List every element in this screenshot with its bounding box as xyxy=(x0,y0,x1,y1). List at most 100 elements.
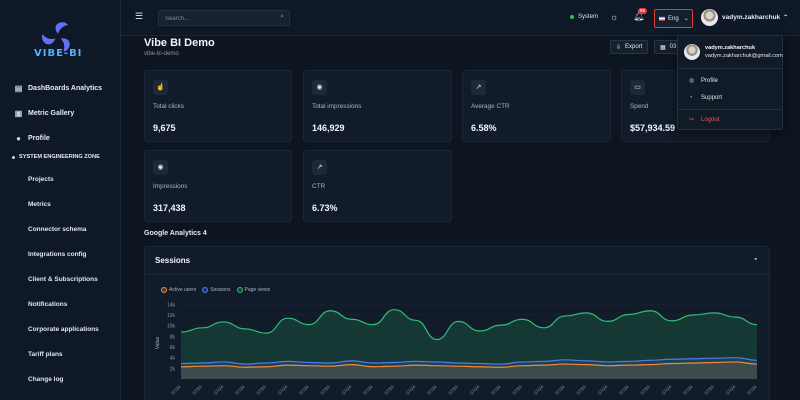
chart-legend: Active users Sessions Page views xyxy=(161,287,276,293)
logo-text: VIBE-BI xyxy=(34,48,83,59)
x-tick-label: 07/24 xyxy=(469,384,481,396)
sidebar-item-client-subscriptions[interactable]: Client & Subscriptions xyxy=(28,276,98,283)
series-line-active-users xyxy=(180,361,758,368)
x-tick-label: 07/24 xyxy=(704,384,716,396)
money-icon: ▭ xyxy=(630,80,645,95)
dropdown-item-profile[interactable]: ◍ Profile xyxy=(689,77,719,85)
chevron-up-icon: ⌃ xyxy=(783,15,789,21)
eye-icon: ◉ xyxy=(153,160,168,175)
sidebar-item-connector-schema[interactable]: Connector schema xyxy=(28,226,87,233)
pointer-icon: ☝ xyxy=(153,80,168,95)
x-tick-label: 07/24 xyxy=(512,384,524,396)
metric-card-total-impressions[interactable]: ◉ Total impressions 146,929 xyxy=(303,70,452,142)
sessions-chart-card: Sessions ▪ Active users Sessions Page vi… xyxy=(144,246,770,400)
dropdown-item-label: Profile xyxy=(701,77,719,84)
dropdown-item-support[interactable]: ◔ Support xyxy=(689,95,722,101)
user-icon: ◍ xyxy=(689,78,695,84)
x-tick-label: 07/24 xyxy=(426,384,438,396)
metric-card-ctr[interactable]: ↗ CTR 6.73% xyxy=(303,150,452,222)
download-icon: ⇩ xyxy=(616,44,622,51)
date-label: 03 xyxy=(669,44,677,50)
sidebar-item-dashboards[interactable]: ▤ DashBoards Analytics xyxy=(14,81,102,95)
x-tick-label: 07/24 xyxy=(448,384,460,396)
y-tick-label: 6k xyxy=(170,345,176,351)
metric-value: 6.58% xyxy=(471,123,497,133)
logout-icon: ↪ xyxy=(689,117,695,123)
chevron-down-icon: ⌄ xyxy=(683,16,689,22)
dropdown-item-label: Support xyxy=(701,95,723,101)
x-tick-label: 07/24 xyxy=(256,384,268,396)
search-icon[interactable]: ⌕ xyxy=(280,13,284,20)
legend-item-page-views[interactable]: Page views xyxy=(236,287,271,293)
legend-swatch xyxy=(161,287,167,293)
sidebar-item-label: Metric Gallery xyxy=(28,109,75,117)
user-menu-button[interactable]: vadym.zakharchuk ⌃ xyxy=(701,9,788,26)
menu-toggle-icon[interactable]: ☰ xyxy=(135,11,144,21)
eye-icon: ◉ xyxy=(312,80,327,95)
theme-toggle-icon[interactable]: ☼ xyxy=(610,12,619,22)
x-tick-label: 07/24 xyxy=(341,384,353,396)
series-line-page-views xyxy=(180,309,758,341)
help-icon: ◔ xyxy=(689,95,693,101)
notifications-button[interactable]: 🔔︎ 99 xyxy=(633,8,648,22)
x-tick-label: 07/24 xyxy=(640,384,652,396)
page-subtitle: vibe-bi-demo xyxy=(144,51,179,57)
metric-card-impressions[interactable]: ◉ Impressions 317,438 xyxy=(144,150,292,222)
series-line-sessions xyxy=(180,357,758,365)
legend-item-sessions[interactable]: Sessions xyxy=(202,287,231,293)
metric-label: Impressions xyxy=(153,183,188,190)
export-button[interactable]: ⇩ Export xyxy=(610,40,649,54)
status-dot-icon xyxy=(570,15,574,19)
sidebar-item-metrics[interactable]: Metrics xyxy=(28,201,51,208)
divider xyxy=(678,109,782,110)
search-input[interactable] xyxy=(165,14,275,23)
x-tick-label: 07/24 xyxy=(661,384,673,396)
y-tick-label: 2k xyxy=(170,366,176,372)
sidebar-item-notifications[interactable]: Notifications xyxy=(28,301,68,308)
topbar: ☰ ⌕ System ☼ 🔔︎ 99 Eng ⌄ vadym.zakharchu… xyxy=(121,0,800,36)
legend-swatch xyxy=(236,287,243,293)
x-tick-label: 07/24 xyxy=(277,384,289,396)
vibe-bi-logo[interactable] xyxy=(30,14,86,64)
metric-label: Total impressions xyxy=(312,103,362,110)
x-tick-label: 07/24 xyxy=(320,384,332,396)
metric-value: 317,438 xyxy=(153,203,186,213)
x-tick-label: 07/24 xyxy=(405,384,417,396)
x-tick-label: 07/24 xyxy=(554,384,566,396)
language-select[interactable]: Eng ⌄ xyxy=(654,9,693,28)
sidebar-item-metric-gallery[interactable]: ▣ Metric Gallery xyxy=(14,106,75,120)
sidebar-item-change-log[interactable]: Change log xyxy=(28,376,64,383)
y-tick-label: 10k xyxy=(167,324,176,330)
uk-flag-icon xyxy=(659,16,665,21)
sidebar-item-profile[interactable]: ● Profile xyxy=(14,131,50,145)
sidebar-item-tariff-plans[interactable]: Tariff plans xyxy=(28,351,63,358)
metric-label: Total clicks xyxy=(153,103,184,110)
metric-value: 9,675 xyxy=(153,123,176,133)
x-tick-label: 07/24 xyxy=(725,384,737,396)
export-label: Export xyxy=(625,44,643,50)
search-box[interactable]: ⌕ xyxy=(158,10,290,26)
sidebar-item-projects[interactable]: Projects xyxy=(28,176,54,183)
section-title: Google Analytics 4 xyxy=(144,230,207,237)
metric-value: 6.73% xyxy=(312,203,338,213)
username: vadym.zakharchuk xyxy=(722,14,781,21)
metric-label: Spend xyxy=(630,103,649,110)
sidebar-item-label: Profile xyxy=(28,134,50,142)
x-tick-label: 07/24 xyxy=(618,384,630,396)
sidebar-item-corporate-applications[interactable]: Corporate applications xyxy=(28,326,99,333)
system-status[interactable]: System xyxy=(570,14,598,20)
logout-button[interactable]: ↪ Logout xyxy=(689,116,719,124)
x-tick-label: 07/24 xyxy=(384,384,396,396)
x-tick-label: 07/24 xyxy=(576,384,588,396)
y-tick-label: 12k xyxy=(167,313,176,319)
legend-label: Sessions xyxy=(210,287,231,293)
chart-menu-icon[interactable]: ▪ xyxy=(754,256,757,263)
calendar-icon: ▦ xyxy=(660,44,666,51)
metric-card-total-clicks[interactable]: ☝ Total clicks 9,675 xyxy=(144,70,292,142)
metric-card-average-ctr[interactable]: ↗ Average CTR 6.58% xyxy=(462,70,611,142)
notification-badge: 99 xyxy=(638,8,648,14)
legend-label: Page views xyxy=(244,287,271,293)
x-tick-label: 07/24 xyxy=(213,384,225,396)
sidebar-item-integrations-config[interactable]: Integrations config xyxy=(28,251,87,258)
legend-item-active-users[interactable]: Active users xyxy=(161,287,196,293)
